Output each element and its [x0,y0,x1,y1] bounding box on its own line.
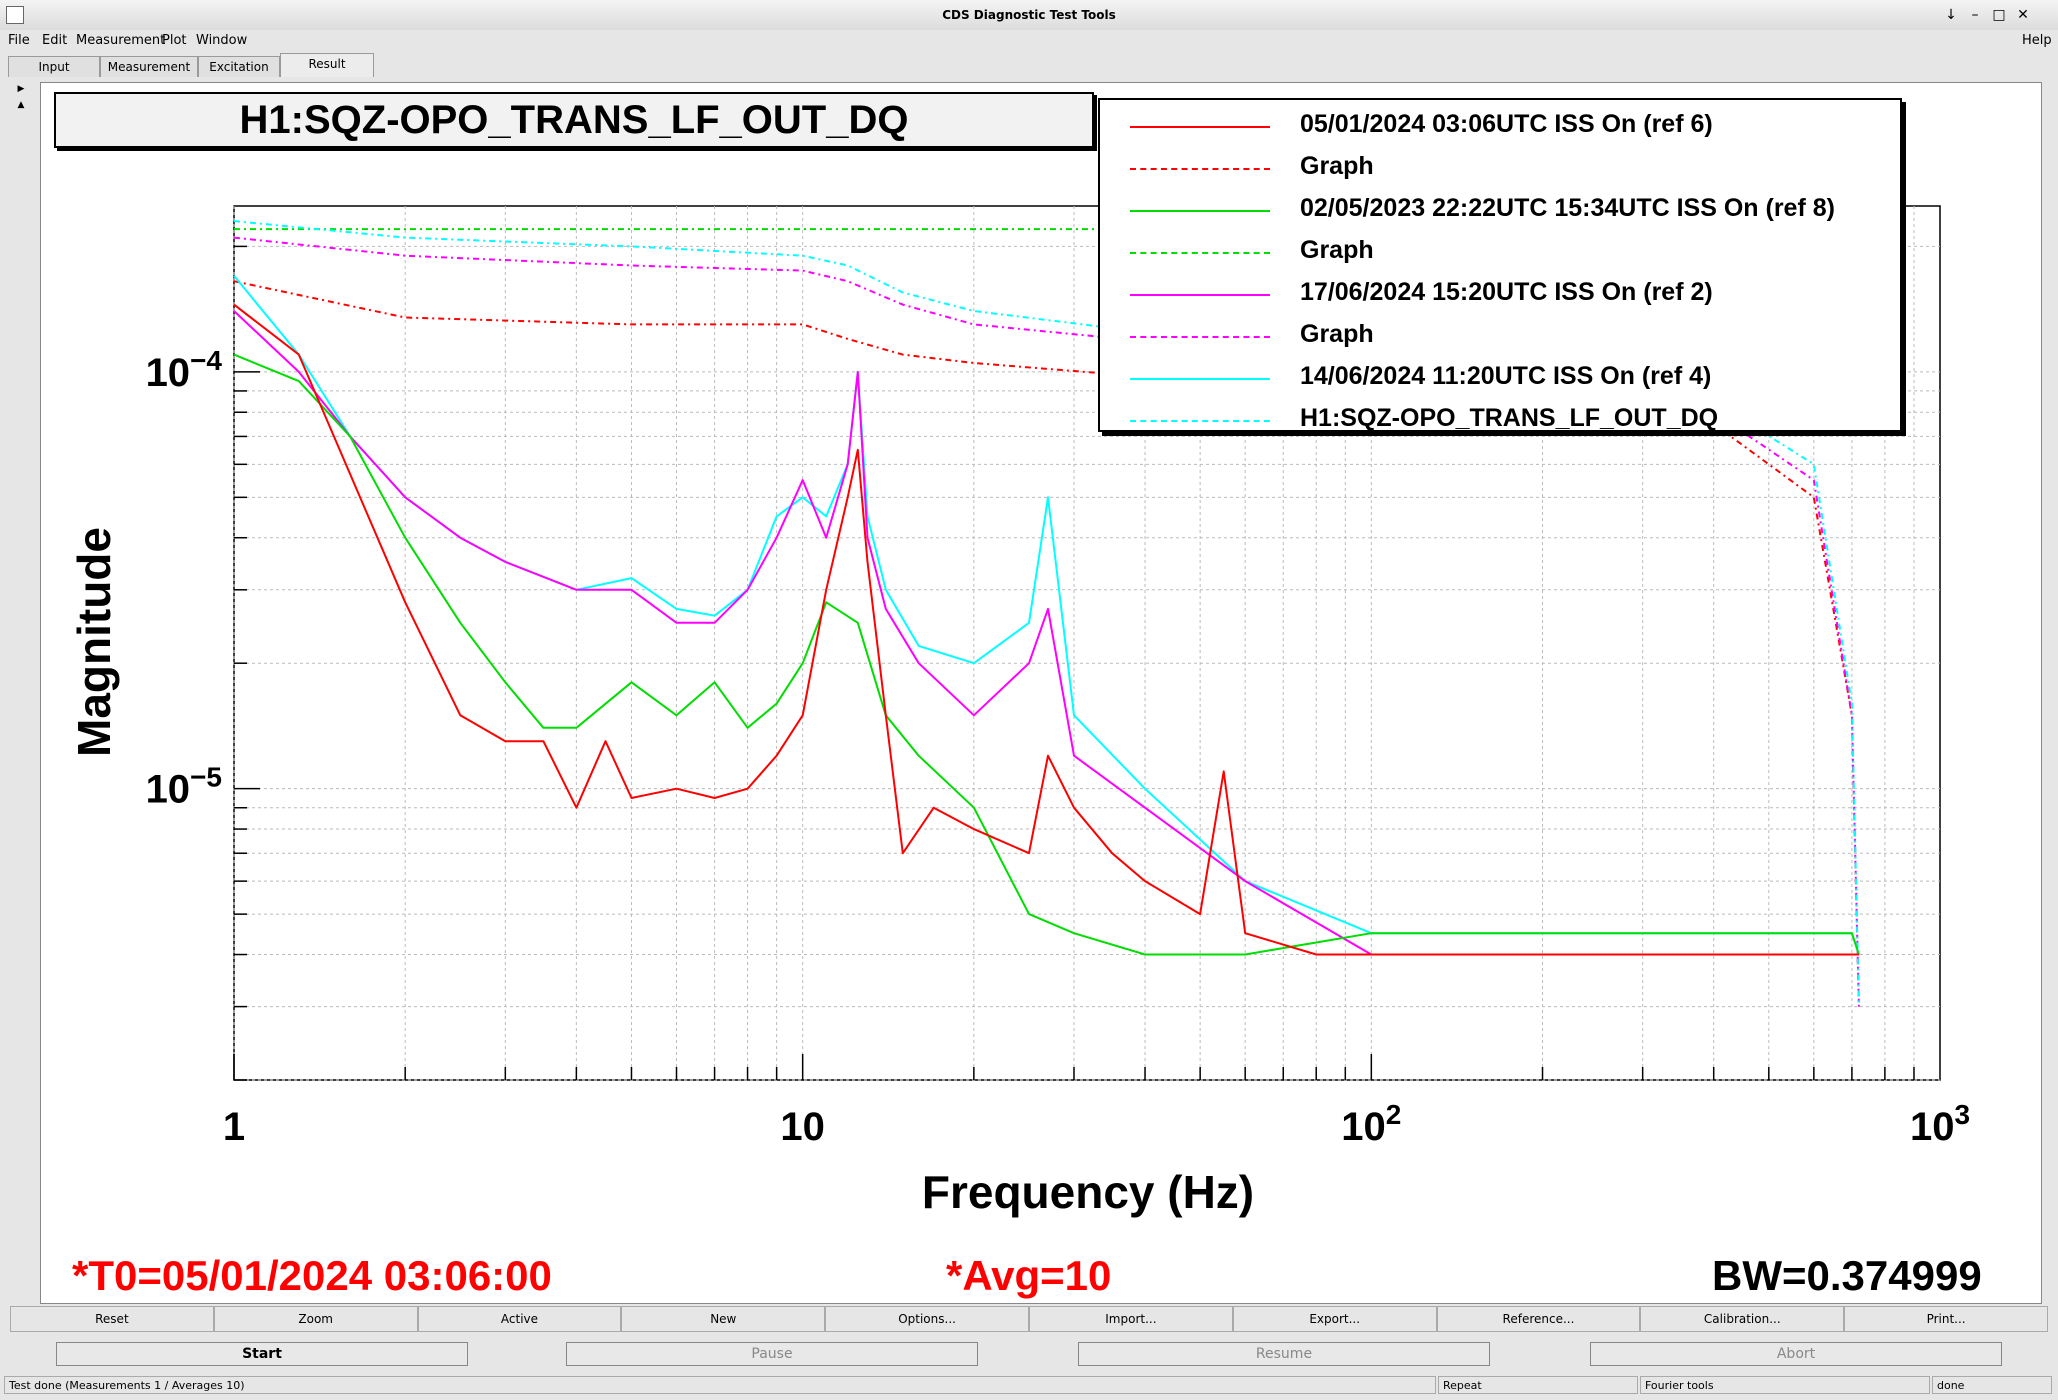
x-tick-label: 102 [1341,1099,1401,1149]
y-axis-label: Magnitude [68,527,120,757]
series-line [233,280,1860,1007]
x-tick-label: 103 [1910,1099,1970,1149]
status-fourier-tools: Fourier tools [1640,1376,1930,1394]
menu-edit[interactable]: Edit [42,33,68,48]
t0-label: *T0=05/01/2024 03:06:00 [72,1252,552,1299]
legend-entry: Graph [1100,148,1900,190]
legend-swatch [1130,126,1270,128]
series-line [233,353,1860,956]
x-axis-label: Frequency (Hz) [922,1166,1254,1218]
pad-scroll-right-icon[interactable]: ▶ [17,84,25,94]
close-icon[interactable]: ✕ [2017,7,2029,23]
pad-scroll-up-icon[interactable]: ▲ [17,100,25,110]
legend-swatch [1130,168,1270,170]
toolbar-button-export[interactable]: Export... [1232,1306,1437,1332]
menu-window[interactable]: Window [196,33,248,48]
toolbar-button-options[interactable]: Options... [825,1306,1029,1332]
legend-label: 05/01/2024 03:06UTC ISS On (ref 6) [1300,110,1713,138]
menu-help[interactable]: Help [2022,33,2052,48]
legend-entry: Graph [1100,316,1900,358]
toolbar-button-active[interactable]: Active [417,1306,622,1332]
legend-box[interactable]: 05/01/2024 03:06UTC ISS On (ref 6) Graph 0… [1098,98,1902,432]
legend-swatch [1130,378,1270,380]
legend-entry: 02/05/2023 22:22UTC 15:34UTC ISS On (ref… [1100,190,1900,232]
y-tick-label: 10−4 [146,345,223,395]
menu-file[interactable]: File [8,33,30,48]
menu-measurement[interactable]: Measurement [76,33,166,48]
tab-result[interactable]: Result [280,53,374,77]
menu-plot[interactable]: Plot [162,33,187,48]
plot-toolbar: Reset Zoom Active New Options... Import... Exp… [10,1306,2048,1332]
avg-label: *Avg=10 [946,1252,1112,1299]
window-title: CDS Diagnostic Test Tools [942,8,1116,22]
start-button[interactable]: Start [56,1342,468,1366]
toolbar-button-reference[interactable]: Reference... [1436,1306,1641,1332]
pause-button[interactable]: Pause [566,1342,978,1366]
maximize-icon[interactable]: □ [1992,7,2006,23]
x-tick-label: 10 [780,1105,825,1149]
app-icon [6,6,24,24]
legend-entry: H1:SQZ-OPO_TRANS_LF_OUT_DQ [1100,400,1900,442]
series-line [233,236,1860,1007]
bw-label: BW=0.374999 [1712,1252,1982,1299]
legend-entry: 17/06/2024 15:20UTC ISS On (ref 2) [1100,274,1900,316]
status-message: Test done (Measurements 1 / Averages 10) [4,1376,1436,1394]
legend-label: Graph [1300,236,1374,264]
toolbar-button-calibration[interactable]: Calibration... [1640,1306,1845,1332]
status-repeat: Repeat [1438,1376,1638,1394]
legend-label: 02/05/2023 22:22UTC 15:34UTC ISS On (ref… [1300,194,1835,222]
tab-measurement[interactable]: Measurement [100,56,198,77]
y-tick-label: 10−5 [146,762,222,812]
status-state: done [1932,1376,2052,1394]
legend-swatch [1130,294,1270,296]
series-line [233,303,1859,956]
legend-label: Graph [1300,152,1374,180]
status-bar: Test done (Measurements 1 / Averages 10)… [4,1376,2054,1396]
legend-swatch [1130,210,1270,212]
legend-label: H1:SQZ-OPO_TRANS_LF_OUT_DQ [1300,404,1719,432]
legend-label: 14/06/2024 11:20UTC ISS On (ref 4) [1300,362,1712,390]
abort-button[interactable]: Abort [1590,1342,2002,1366]
menu-bar: File Edit Measurement Plot Window Help [0,30,2058,52]
legend-entry: 14/06/2024 11:20UTC ISS On (ref 4) [1100,358,1900,400]
legend-swatch [1130,336,1270,338]
toolbar-button-import[interactable]: Import... [1029,1306,1233,1332]
chart-axes: 1 10 102 103 10−5 10−4 [146,245,1970,1149]
series-line [233,310,1859,956]
x-tick-label: 1 [223,1105,245,1149]
plot-title: H1:SQZ-OPO_TRANS_LF_OUT_DQ [54,92,1094,148]
restore-icon[interactable]: – [1971,7,1979,23]
legend-entry: 05/01/2024 03:06UTC ISS On (ref 6) [1100,106,1900,148]
legend-swatch [1130,420,1270,422]
toolbar-button-print[interactable]: Print... [1844,1306,2048,1332]
toolbar-button-zoom[interactable]: Zoom [213,1306,418,1332]
series-line [233,220,1860,1007]
tab-input[interactable]: Input [8,56,100,77]
minimize-icon[interactable]: ↓ [1945,7,1957,23]
tab-excitation[interactable]: Excitation [198,56,280,77]
resume-button[interactable]: Resume [1078,1342,1490,1366]
legend-label: Graph [1300,320,1374,348]
control-bar: Start Pause Resume Abort [10,1336,2048,1372]
legend-entry: Graph [1100,232,1900,274]
toolbar-button-new[interactable]: New [621,1306,826,1332]
legend-swatch [1130,252,1270,254]
toolbar-button-reset[interactable]: Reset [10,1306,214,1332]
legend-label: 17/06/2024 15:20UTC ISS On (ref 2) [1300,278,1713,306]
